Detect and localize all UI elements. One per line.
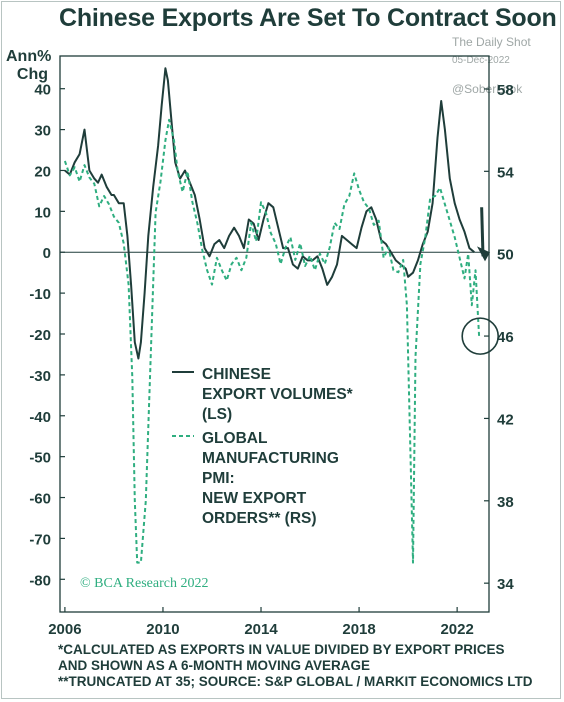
left-axis-tick-label: -30 (29, 368, 51, 385)
legend-label-pmi: ORDERS** (RS) (202, 510, 317, 527)
footnote-line-1: *CALCULATED AS EXPORTS IN VALUE DIVIDED … (58, 642, 505, 657)
footnotes: *CALCULATED AS EXPORTS IN VALUE DIVIDED … (58, 642, 533, 690)
plot-border (59, 55, 490, 613)
left-axis-tick-label: -80 (29, 572, 51, 589)
legend-label-export-volumes: (LS) (202, 406, 232, 423)
legend-label-export-volumes: EXPORT VOLUMES* (202, 386, 354, 403)
left-axis-label-line-1: Ann% (6, 48, 52, 65)
right-axis-tick-label: 50 (497, 247, 514, 264)
x-axis-tick-label: 2022 (440, 621, 473, 638)
x-axis-tick-label: 2010 (146, 621, 179, 638)
right-axis-tick-label: 46 (497, 329, 514, 346)
chart-svg: 403020100-10-20-30-40-50-60-70-805854504… (29, 55, 514, 638)
left-axis-tick-label: 30 (34, 123, 51, 140)
left-axis-tick-label: 10 (34, 204, 51, 221)
left-axis-label-line-2: Chg (16, 66, 48, 83)
watermark-source: The Daily Shot (452, 35, 531, 49)
right-axis-tick-label: 38 (497, 494, 514, 511)
legend-label-export-volumes: CHINESE (202, 366, 271, 383)
highlight-circle (461, 317, 499, 355)
legend-label-pmi: NEW EXPORT (202, 490, 307, 507)
left-axis-tick-label: 40 (34, 82, 51, 99)
legend-label-pmi: PMI: (202, 470, 235, 487)
x-axis-tick-label: 2014 (244, 621, 278, 638)
trend-arrow-head (477, 246, 490, 262)
right-axis-tick-label: 54 (497, 164, 514, 181)
x-axis-tick-label: 2006 (48, 621, 81, 638)
series-pmi-export-orders-line (63, 118, 481, 564)
x-axis-tick-label: 2018 (342, 621, 375, 638)
chart-title: Chinese Exports Are Set To Contract Soon (59, 4, 557, 32)
trend-arrow-shaft (480, 207, 485, 257)
right-axis-tick-label: 34 (497, 576, 514, 593)
legend-label-pmi: MANUFACTURING (202, 450, 339, 467)
watermark-date: 05-Dec-2022 (452, 55, 510, 66)
credit-text: © BCA Research 2022 (80, 576, 208, 591)
right-axis-tick-label: 42 (497, 411, 514, 428)
left-axis-tick-label: -40 (29, 409, 51, 426)
left-axis-tick-label: -60 (29, 491, 51, 508)
left-axis-tick-label: -20 (29, 327, 51, 344)
left-axis-tick-label: -10 (29, 286, 51, 303)
legend-label-pmi: GLOBAL (202, 430, 267, 447)
footnote-line-3: **TRUNCATED AT 35; SOURCE: S&P GLOBAL / … (58, 674, 533, 689)
left-axis-label: Ann% Chg (6, 48, 52, 84)
series-export-volumes-line (64, 67, 475, 360)
left-axis-tick-label: -50 (29, 450, 51, 467)
right-axis-tick-label: 58 (497, 82, 514, 99)
left-axis-tick-label: 20 (34, 163, 51, 180)
left-axis-tick-label: -70 (29, 531, 51, 548)
footnote-line-2: AND SHOWN AS A 6-MONTH MOVING AVERAGE (58, 658, 371, 673)
left-axis-tick-label: 0 (43, 245, 51, 262)
